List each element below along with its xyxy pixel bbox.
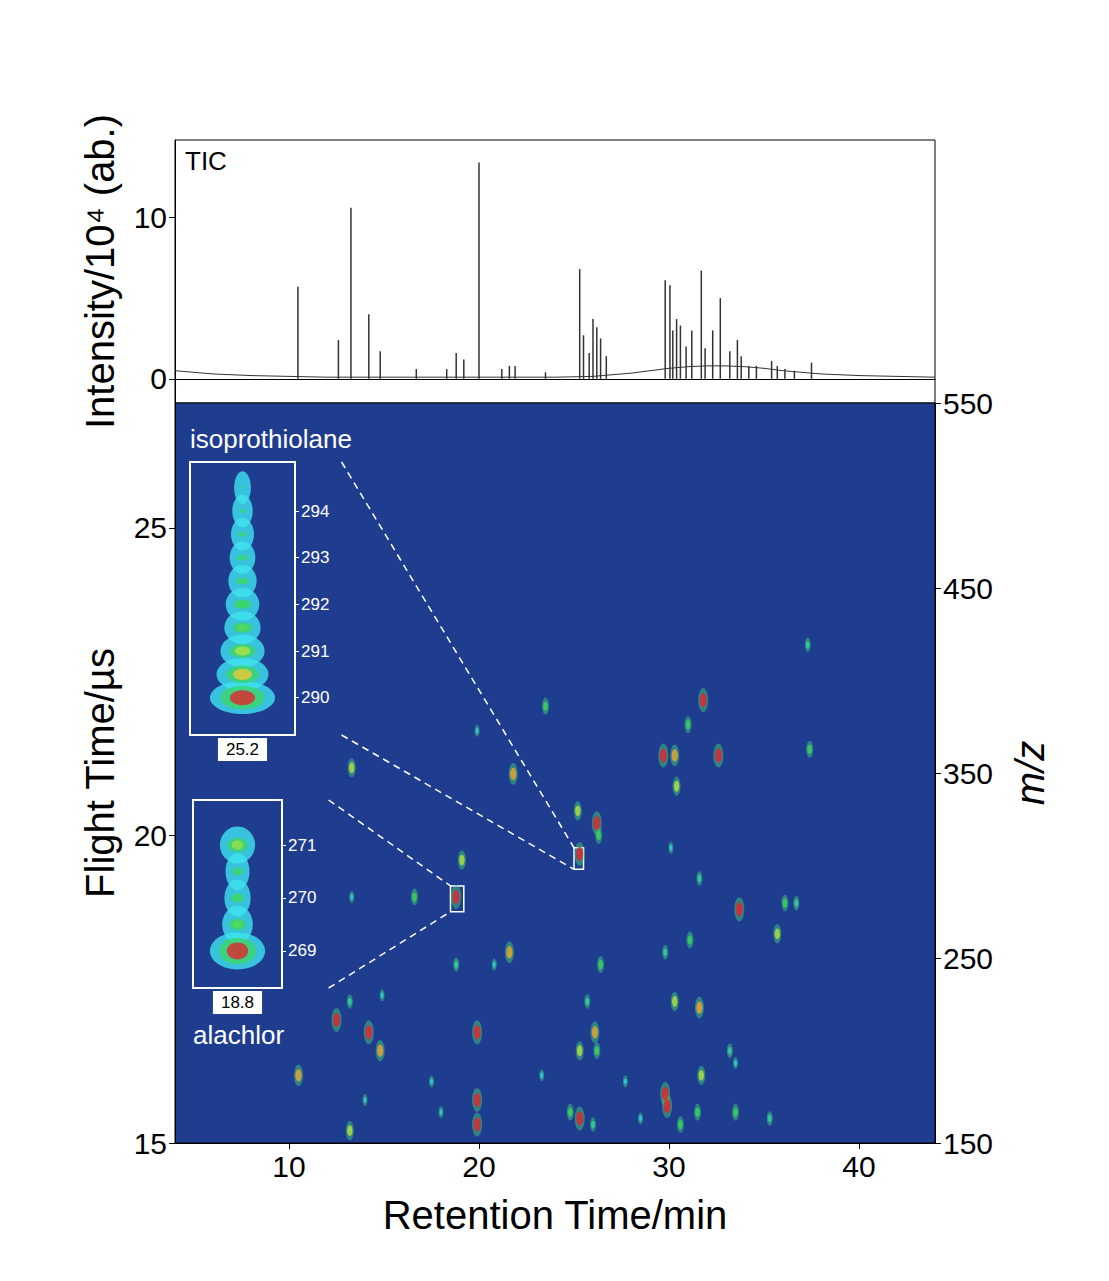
svg-text:450: 450 <box>943 572 993 605</box>
svg-text:18.8: 18.8 <box>221 993 254 1012</box>
svg-text:270: 270 <box>288 888 316 907</box>
svg-text:40: 40 <box>842 1150 875 1183</box>
svg-text:271: 271 <box>288 836 316 855</box>
svg-text:290: 290 <box>301 688 329 707</box>
svg-text:30: 30 <box>652 1150 685 1183</box>
svg-text:10: 10 <box>272 1150 305 1183</box>
svg-text:10: 10 <box>134 201 167 234</box>
svg-text:550: 550 <box>943 387 993 420</box>
svg-text:alachlor: alachlor <box>193 1020 284 1050</box>
svg-text:293: 293 <box>301 548 329 567</box>
svg-text:20: 20 <box>462 1150 495 1183</box>
svg-text:150: 150 <box>943 1127 993 1160</box>
svg-text:TIC: TIC <box>185 146 227 176</box>
svg-text:Flight Time/µs: Flight Time/µs <box>78 648 122 898</box>
svg-text:0: 0 <box>150 362 167 395</box>
svg-text:15: 15 <box>134 1127 167 1160</box>
svg-text:294: 294 <box>301 502 329 521</box>
svg-text:25: 25 <box>134 511 167 544</box>
svg-text:Intensity/10⁴ (ab.): Intensity/10⁴ (ab.) <box>78 114 122 429</box>
svg-text:Retention Time/min: Retention Time/min <box>383 1193 728 1237</box>
svg-text:m/z: m/z <box>1008 741 1052 805</box>
svg-text:20: 20 <box>134 819 167 852</box>
svg-text:269: 269 <box>288 941 316 960</box>
svg-text:25.2: 25.2 <box>226 740 259 759</box>
svg-text:350: 350 <box>943 757 993 790</box>
svg-text:isoprothiolane: isoprothiolane <box>190 424 352 454</box>
svg-text:250: 250 <box>943 942 993 975</box>
svg-text:292: 292 <box>301 595 329 614</box>
svg-text:291: 291 <box>301 642 329 661</box>
